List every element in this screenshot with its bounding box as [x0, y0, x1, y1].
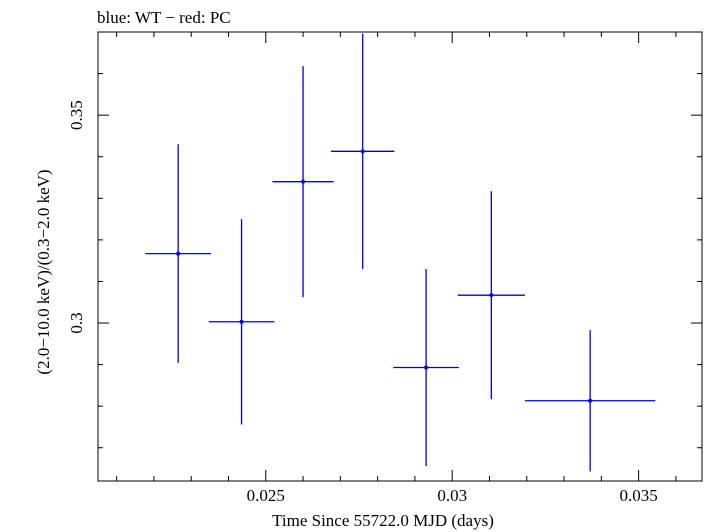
- data-series: [145, 33, 656, 472]
- data-marker: [588, 398, 593, 403]
- tick-labels: 0.025 0.03 0.035 0.3 0.35: [67, 100, 658, 505]
- data-marker: [301, 179, 306, 184]
- data-point: [145, 144, 211, 363]
- data-point: [272, 66, 334, 298]
- x-tick-label: 0.025: [247, 486, 285, 505]
- data-point: [208, 219, 275, 425]
- data-marker: [360, 149, 365, 154]
- x-axis-label: Time Since 55722.0 MJD (days): [272, 511, 494, 530]
- y-axis-label: (2.0−10.0 keV)/(0.3−2.0 keV): [34, 169, 53, 374]
- x-tick-label: 0.03: [437, 486, 467, 505]
- data-point: [331, 33, 395, 269]
- data-marker: [489, 293, 494, 298]
- data-marker: [424, 365, 429, 370]
- data-marker: [239, 319, 244, 324]
- plot-frame: [97, 31, 703, 482]
- chart-title: blue: WT − red: PC: [97, 8, 231, 27]
- data-point: [393, 268, 459, 467]
- axis-ticks: [98, 31, 702, 481]
- y-tick-label: 0.3: [67, 312, 86, 333]
- data-point: [524, 330, 656, 472]
- x-tick-label: 0.035: [619, 486, 657, 505]
- data-marker: [176, 251, 181, 256]
- y-tick-label: 0.35: [67, 100, 86, 130]
- data-point: [457, 191, 525, 400]
